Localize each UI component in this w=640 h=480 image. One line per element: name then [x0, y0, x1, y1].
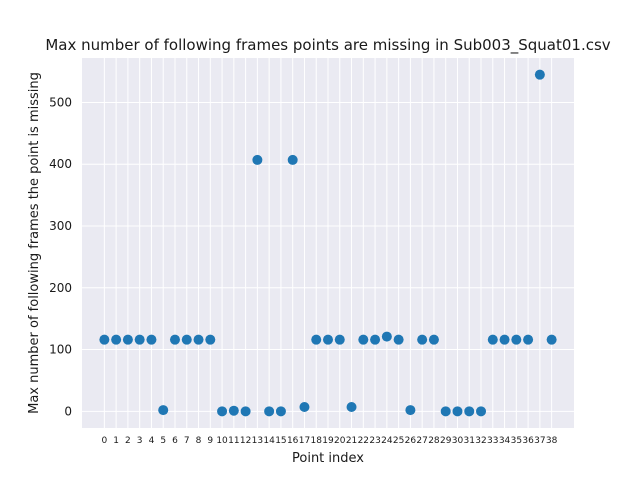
x-tick-label: 13	[252, 436, 263, 446]
data-point	[240, 406, 251, 417]
x-tick-label: 18	[311, 436, 323, 446]
data-point	[534, 69, 545, 80]
data-point	[346, 401, 357, 412]
data-point	[476, 406, 487, 417]
data-point	[169, 334, 180, 345]
data-point	[511, 334, 522, 345]
x-tick-label: 20	[334, 436, 346, 446]
data-point	[499, 334, 510, 345]
data-point	[99, 334, 110, 345]
data-point	[405, 405, 416, 416]
data-point	[464, 406, 475, 417]
y-axis-label: Max number of following frames the point…	[27, 72, 42, 414]
data-point	[428, 334, 439, 345]
x-tick-label: 33	[487, 436, 498, 446]
x-tick-label: 11	[228, 436, 239, 446]
x-tick-label: 28	[428, 436, 440, 446]
x-tick-label: 23	[369, 436, 380, 446]
y-tick-label: 500	[49, 95, 72, 109]
x-tick-label: 34	[499, 436, 511, 446]
x-tick-label: 24	[381, 436, 393, 446]
x-tick-label: 37	[534, 436, 545, 446]
y-tick-label: 100	[49, 343, 72, 357]
data-point	[440, 406, 451, 417]
data-point	[111, 334, 122, 345]
y-tick-labels: 0 100 200 300 400 500	[49, 95, 72, 418]
x-tick-label: 25	[393, 436, 404, 446]
x-tick-label: 30	[452, 436, 464, 446]
data-point	[193, 334, 204, 345]
data-point	[311, 334, 322, 345]
x-tick-label: 4	[149, 436, 155, 446]
x-tick-label: 7	[184, 436, 190, 446]
x-tick-label: 38	[546, 436, 558, 446]
x-tick-label: 27	[416, 436, 427, 446]
x-tick-label: 3	[137, 436, 143, 446]
x-tick-label: 0	[101, 436, 107, 446]
y-tick-label: 0	[64, 404, 72, 418]
x-tick-label: 15	[275, 436, 286, 446]
data-point	[393, 334, 404, 345]
x-tick-label: 36	[522, 436, 534, 446]
x-tick-label: 8	[196, 436, 202, 446]
y-tick-label: 200	[49, 281, 72, 295]
x-tick-label: 6	[172, 436, 178, 446]
data-point	[452, 406, 463, 417]
x-tick-label: 26	[405, 436, 417, 446]
data-point	[181, 334, 192, 345]
data-point	[264, 406, 275, 417]
grid-lines	[82, 58, 574, 428]
data-point	[334, 334, 345, 345]
data-point	[228, 405, 239, 416]
data-point	[299, 401, 310, 412]
data-point	[358, 334, 369, 345]
x-tick-label: 31	[464, 436, 475, 446]
data-point	[287, 154, 298, 165]
x-tick-label: 32	[475, 436, 486, 446]
data-point	[217, 406, 228, 417]
x-tick-label: 5	[160, 436, 166, 446]
x-tick-labels: 0 1 2 3 4 5 6 7 8 9 10 11 12 13 14 15 16 17 18 19 20 21 22 23 24…	[101, 436, 557, 446]
x-tick-label: 14	[263, 436, 275, 446]
x-tick-label: 1	[113, 436, 119, 446]
data-points	[99, 69, 557, 417]
data-point	[546, 334, 557, 345]
x-tick-label: 12	[240, 436, 251, 446]
x-tick-label: 19	[322, 436, 334, 446]
data-point	[381, 331, 392, 342]
data-point	[252, 154, 263, 165]
x-tick-label: 10	[216, 436, 228, 446]
data-point	[487, 334, 498, 345]
data-point	[323, 334, 333, 345]
data-point	[417, 334, 428, 345]
data-point	[523, 334, 534, 345]
data-point	[122, 334, 133, 345]
x-tick-label: 35	[511, 436, 522, 446]
chart-title: Max number of following frames points ar…	[45, 36, 610, 55]
data-point	[370, 334, 381, 345]
data-point	[205, 334, 216, 345]
x-tick-label: 9	[207, 436, 213, 446]
x-tick-label: 22	[358, 436, 369, 446]
x-tick-label: 17	[299, 436, 310, 446]
y-tick-label: 400	[49, 157, 72, 171]
x-tick-label: 16	[287, 436, 299, 446]
y-tick-label: 300	[49, 219, 72, 233]
data-point	[134, 334, 145, 345]
data-point	[146, 334, 157, 345]
data-point	[275, 406, 286, 417]
x-tick-label: 21	[346, 436, 357, 446]
x-tick-label: 2	[125, 436, 131, 446]
x-axis-label: Point index	[292, 451, 364, 466]
x-tick-label: 29	[440, 436, 452, 446]
data-point	[158, 405, 169, 416]
